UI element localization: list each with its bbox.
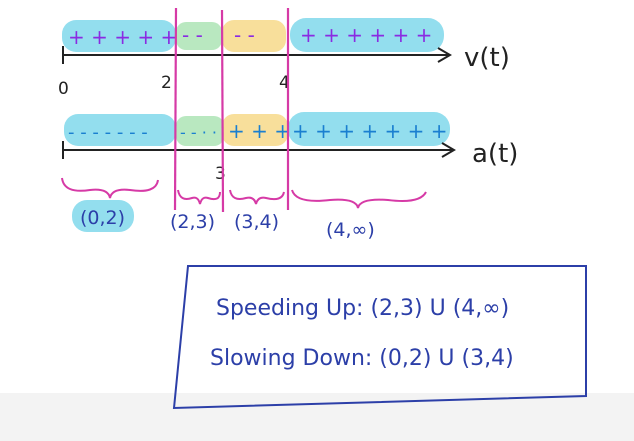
interval-braces bbox=[61, 177, 427, 209]
a-highlight-0-2 bbox=[64, 114, 176, 146]
velocity-number-line: + + + + + - - - - + + + + + + 0 2 4 v(t) bbox=[58, 18, 510, 99]
v-highlight-4-inf bbox=[290, 18, 444, 52]
summary-box: Speeding Up: (2,3) U (4,∞) Slowing Down:… bbox=[172, 265, 587, 410]
interval-2-3: (2,3) bbox=[170, 211, 215, 233]
interval-4-inf: (4,∞) bbox=[326, 219, 375, 241]
critical-point-dividers bbox=[173, 7, 290, 213]
v-signs-3-4: - - bbox=[234, 23, 255, 47]
v-axis-label: v(t) bbox=[464, 43, 510, 73]
v-tick-label-2: 2 bbox=[161, 73, 172, 93]
interval-labels: (0,2) (2,3) (3,4) (4,∞) bbox=[72, 200, 375, 241]
divider-t2 bbox=[173, 7, 178, 211]
v-signs-2-3: - - bbox=[182, 23, 203, 47]
speeding-up-text: Speeding Up: (2,3) U (4,∞) bbox=[216, 296, 509, 321]
brace-3-4 bbox=[229, 189, 285, 205]
v-highlight-0-2 bbox=[62, 20, 176, 52]
v-highlight-3-4 bbox=[222, 20, 286, 52]
v-signs-4-inf: + + + + + + bbox=[300, 23, 432, 47]
a-signs-2-3: - - · · bbox=[180, 123, 217, 142]
a-axis-arrow bbox=[441, 142, 456, 158]
summary-box-border bbox=[172, 265, 587, 410]
v-signs-0-2: + + + + + bbox=[68, 25, 177, 49]
v-axis-arrow bbox=[437, 47, 452, 63]
v-highlight-2-3 bbox=[176, 22, 222, 50]
bottom-bar bbox=[0, 393, 634, 441]
divider-t3 bbox=[220, 9, 225, 213]
a-highlight-4-inf bbox=[288, 112, 450, 146]
a-tick-label-3: 3 bbox=[215, 164, 226, 184]
brace-0-2 bbox=[61, 177, 159, 199]
slowing-down-text: Slowing Down: (0,2) U (3,4) bbox=[210, 346, 514, 371]
a-signs-3-4: + + + bbox=[228, 119, 291, 143]
a-highlight-2-3 bbox=[176, 116, 224, 146]
brace-2-3 bbox=[177, 189, 221, 205]
acceleration-number-line: - - - - - - - - - · · + + + + + + + + + … bbox=[62, 112, 518, 184]
interval-3-4: (3,4) bbox=[234, 211, 279, 233]
interval-0-2: (0,2) bbox=[80, 207, 125, 229]
brace-4-inf bbox=[291, 189, 427, 209]
a-axis-label: a(t) bbox=[472, 139, 518, 169]
interval-highlight-0-2 bbox=[72, 200, 134, 232]
a-highlight-3-4 bbox=[222, 114, 288, 146]
v-tick-label-4: 4 bbox=[279, 73, 290, 93]
a-signs-0-2: - - - - - - - bbox=[68, 122, 148, 143]
a-signs-4-inf: + + + + + + + bbox=[292, 119, 447, 143]
v-tick-label-0: 0 bbox=[58, 79, 69, 99]
